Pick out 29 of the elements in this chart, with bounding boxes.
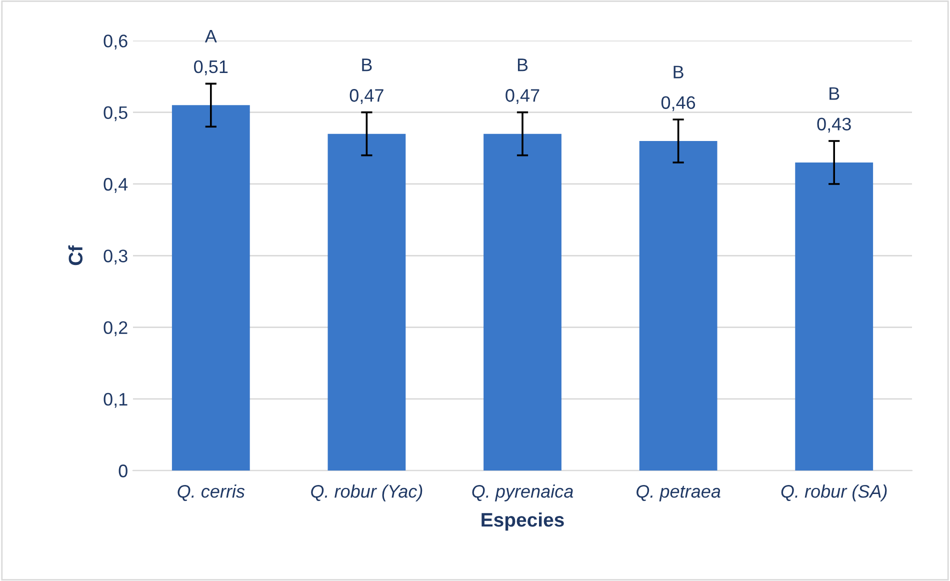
annotation: A: [204, 30, 217, 42]
data-label: 0,51: [194, 60, 228, 76]
bar: [795, 162, 874, 471]
y-tick-label: 0,2: [104, 321, 128, 336]
x-axis-title: Especies: [482, 512, 564, 531]
y-axis-title: Cf: [68, 245, 83, 266]
annotation: B: [518, 58, 528, 72]
x-tick-label: Q. cerris: [178, 484, 245, 501]
y-tick-label: 0,4: [104, 178, 128, 193]
bar: [639, 140, 718, 471]
data-label: 0,43: [817, 118, 851, 133]
x-tick-label: Q. pyrenaica: [472, 484, 574, 502]
annotation: B: [830, 87, 840, 100]
data-label: 0,47: [350, 89, 384, 104]
x-tick-label: Q. robur (Yac): [311, 484, 422, 502]
annotation: B: [362, 58, 372, 72]
y-tick-label: 0: [118, 464, 128, 478]
y-tick-label: 0,5: [104, 106, 128, 122]
bar: [328, 134, 406, 471]
x-tick-label: Q. robur (SA): [781, 484, 887, 502]
bar: [484, 134, 562, 471]
y-tick-label: 0,1: [104, 392, 128, 408]
y-tick-label: 0,3: [104, 250, 128, 264]
data-label: 0,47: [506, 89, 540, 104]
data-label: 0,46: [661, 96, 696, 112]
annotation: B: [674, 66, 684, 78]
bar: [172, 105, 250, 471]
y-tick-label: 0,6: [104, 34, 128, 50]
x-tick-label: Q. petraea: [636, 484, 720, 502]
